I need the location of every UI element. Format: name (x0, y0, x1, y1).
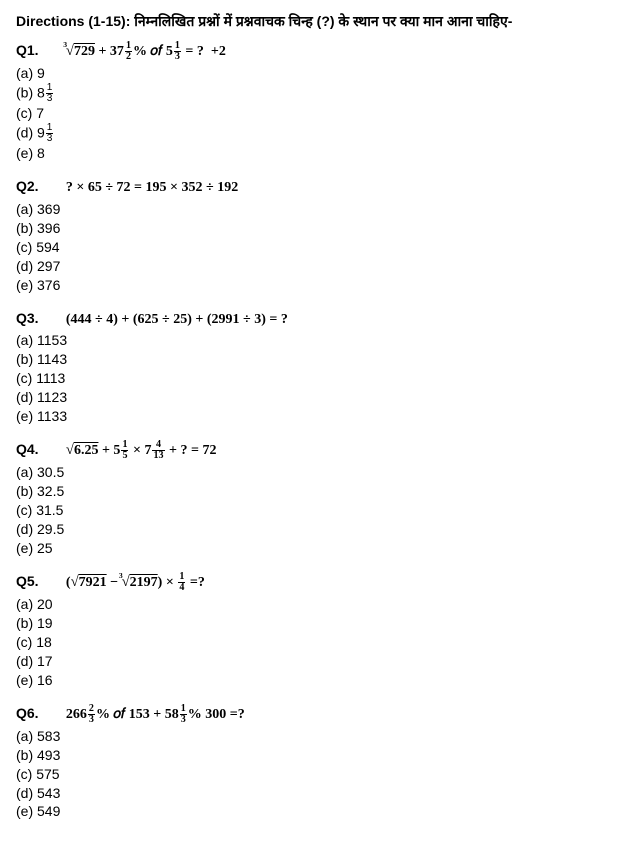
q2-options: (a) 369 (b) 396 (c) 594 (d) 297 (e) 376 (16, 200, 626, 294)
option: (e) 1133 (16, 407, 626, 426)
option: (b) 493 (16, 746, 626, 765)
question-4: Q4. √6.25 + 515 × 7413 + ? = 72 (a) 30.5… (16, 440, 626, 558)
question-2: Q2. ? × 65 ÷ 72 = 195 × 352 ÷ 192 (a) 36… (16, 177, 626, 294)
q3-options: (a) 1153 (b) 1143 (c) 1113 (d) 1123 (e) … (16, 331, 626, 425)
q4-number: Q4. (16, 440, 48, 459)
option: (d) 1123 (16, 388, 626, 407)
option: (c) 18 (16, 633, 626, 652)
option: (c) 7 (16, 104, 626, 123)
option: (e) 16 (16, 671, 626, 690)
option: (c) 594 (16, 238, 626, 257)
option: (a) 583 (16, 727, 626, 746)
option: (e) 25 (16, 539, 626, 558)
option: (d) 543 (16, 784, 626, 803)
option: (c) 31.5 (16, 501, 626, 520)
option: (a) 30.5 (16, 463, 626, 482)
option: (a) 369 (16, 200, 626, 219)
option: (a) 1153 (16, 331, 626, 350)
q6-options: (a) 583 (b) 493 (c) 575 (d) 543 (e) 549 (16, 727, 626, 821)
option: (d) 17 (16, 652, 626, 671)
option: (d) 297 (16, 257, 626, 276)
q4-expression: √6.25 + 515 × 7413 + ? = 72 (66, 443, 217, 458)
option: (a) 9 (16, 64, 626, 83)
q5-expression: (√7921 − 3√2197) × 14 =? (66, 575, 205, 590)
option: (b) 396 (16, 219, 626, 238)
option: (c) 575 (16, 765, 626, 784)
q5-number: Q5. (16, 572, 48, 591)
option: (b) 32.5 (16, 482, 626, 501)
q4-options: (a) 30.5 (b) 32.5 (c) 31.5 (d) 29.5 (e) … (16, 463, 626, 557)
question-5: Q5. (√7921 − 3√2197) × 14 =? (a) 20 (b) … (16, 572, 626, 690)
option: (e) 376 (16, 276, 626, 295)
option: (b) 19 (16, 614, 626, 633)
option: (a) 20 (16, 595, 626, 614)
option: (b) 1143 (16, 350, 626, 369)
directions-text: Directions (1-15): निम्नलिखित प्रश्नों म… (16, 12, 626, 31)
q3-number: Q3. (16, 309, 48, 328)
q6-expression: 26623% 𝑜𝑓 153 + 5813% 300 =? (66, 707, 245, 722)
option: (e) 8 (16, 144, 626, 163)
q2-expression: ? × 65 ÷ 72 = 195 × 352 ÷ 192 (66, 180, 238, 195)
question-1: Q1. 3√729 + 3712% 𝑜𝑓 513 = ? +2 (a) 9 (b… (16, 41, 626, 163)
option: (e) 549 (16, 802, 626, 821)
q5-options: (a) 20 (b) 19 (c) 18 (d) 17 (e) 16 (16, 595, 626, 689)
q3-expression: (444 ÷ 4) + (625 ÷ 25) + (2991 ÷ 3) = ? (66, 312, 288, 327)
q1-expression: 3√729 + 3712% 𝑜𝑓 513 = ? +2 (66, 44, 226, 59)
q2-number: Q2. (16, 177, 48, 196)
q6-number: Q6. (16, 704, 48, 723)
option: (d) 913 (16, 123, 626, 144)
question-6: Q6. 26623% 𝑜𝑓 153 + 5813% 300 =? (a) 583… (16, 704, 626, 822)
question-3: Q3. (444 ÷ 4) + (625 ÷ 25) + (2991 ÷ 3) … (16, 309, 626, 426)
option: (d) 29.5 (16, 520, 626, 539)
option: (b) 813 (16, 83, 626, 104)
q1-options: (a) 9 (b) 813 (c) 7 (d) 913 (e) 8 (16, 64, 626, 163)
q1-number: Q1. (16, 41, 48, 60)
option: (c) 1113 (16, 369, 626, 388)
